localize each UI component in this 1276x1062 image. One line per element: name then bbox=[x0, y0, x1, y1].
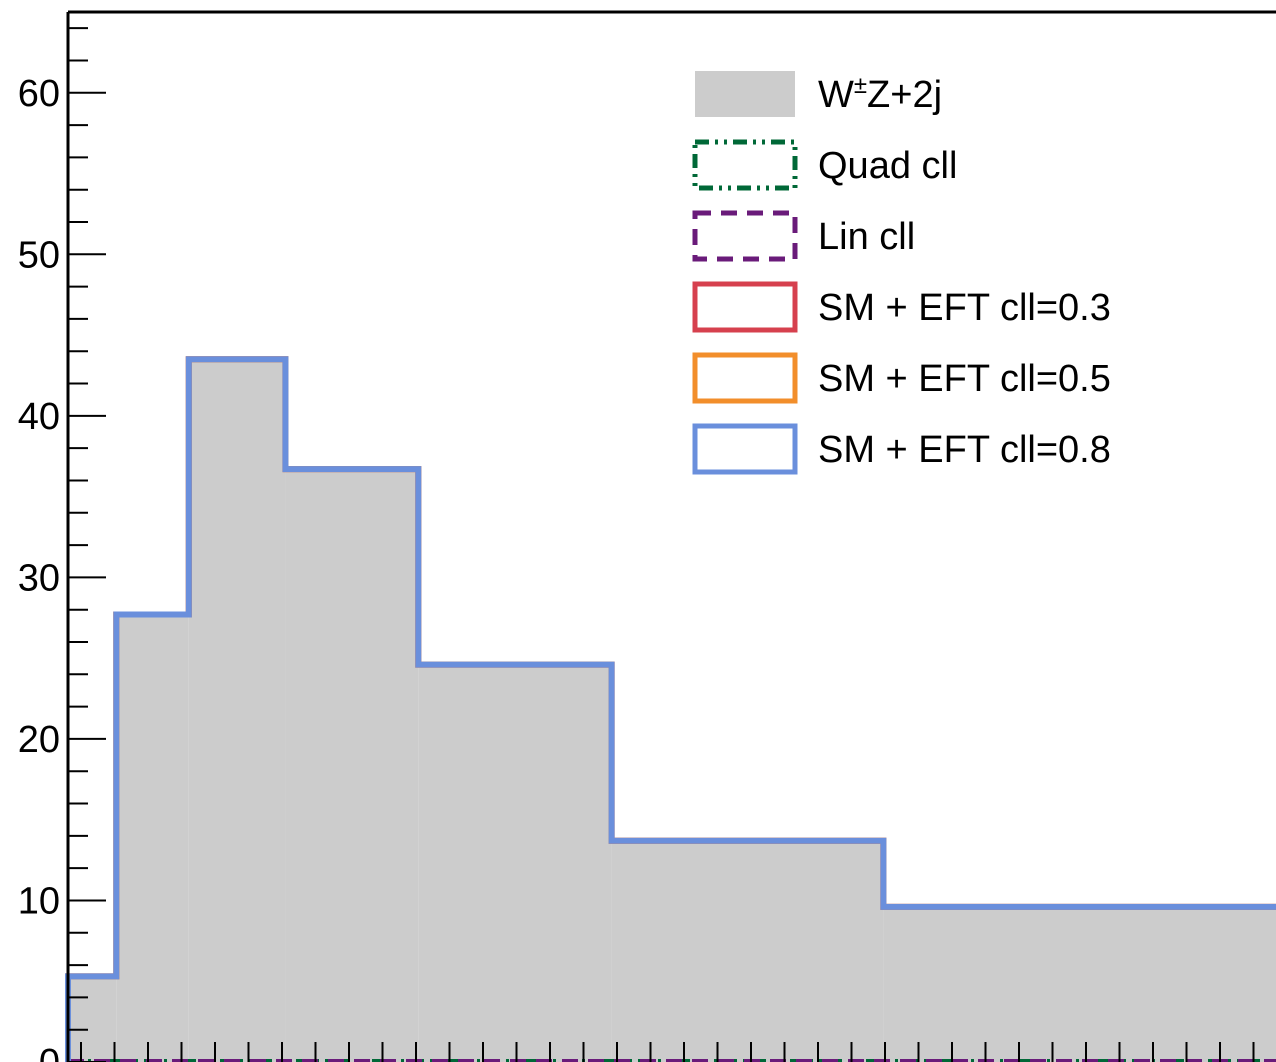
axis-layer: 0 10 20 30 40 50 60 bbox=[18, 10, 1276, 1062]
legend-swatch bbox=[692, 423, 798, 475]
legend-swatch bbox=[692, 210, 798, 262]
wz-bin-3 bbox=[188, 359, 286, 1062]
legend-item-quad: Quad cll bbox=[692, 139, 957, 191]
y-tick-label: 60 bbox=[18, 73, 60, 115]
legend-item-eft03: SM + EFT cll=0.3 bbox=[692, 281, 1111, 333]
legend-swatch bbox=[695, 71, 795, 117]
histogram-outline-layer bbox=[65, 356, 1276, 1062]
y-tick-label: 0 bbox=[39, 1042, 60, 1062]
wz-bin-2 bbox=[116, 614, 189, 1062]
wz-bin-6 bbox=[611, 840, 884, 1062]
legend-swatch bbox=[692, 281, 798, 333]
y-tick-label: 10 bbox=[18, 880, 60, 922]
y-tick-label: 20 bbox=[18, 719, 60, 761]
wz-bin-7 bbox=[883, 906, 1276, 1062]
legend-label: SM + EFT cll=0.5 bbox=[818, 358, 1111, 400]
y-tick-label: 40 bbox=[18, 396, 60, 438]
eft08-line bbox=[65, 356, 1276, 1062]
legend-label: W±Z+2j bbox=[818, 72, 942, 116]
legend-item-wz: W±Z+2j bbox=[695, 71, 942, 117]
legend-label: Lin cll bbox=[818, 216, 915, 258]
y-tick-label: 30 bbox=[18, 557, 60, 599]
legend-item-eft08: SM + EFT cll=0.8 bbox=[692, 423, 1111, 475]
legend: W±Z+2j Quad cll Lin cll SM + EFT cll=0.3 SM … bbox=[692, 71, 1111, 475]
legend-swatch bbox=[692, 352, 798, 404]
legend-label: SM + EFT cll=0.8 bbox=[818, 429, 1111, 471]
legend-label: SM + EFT cll=0.3 bbox=[818, 287, 1111, 329]
legend-item-eft05: SM + EFT cll=0.5 bbox=[692, 352, 1111, 404]
legend-item-lin: Lin cll bbox=[692, 210, 915, 262]
wz-bin-1 bbox=[68, 976, 117, 1062]
legend-label: Quad cll bbox=[818, 145, 957, 187]
wz-bin-5 bbox=[418, 664, 612, 1062]
legend-swatch bbox=[692, 139, 798, 191]
y-tick-label: 50 bbox=[18, 234, 60, 276]
wz-bin-4 bbox=[285, 469, 419, 1062]
background-histogram-fill bbox=[68, 359, 1276, 1062]
